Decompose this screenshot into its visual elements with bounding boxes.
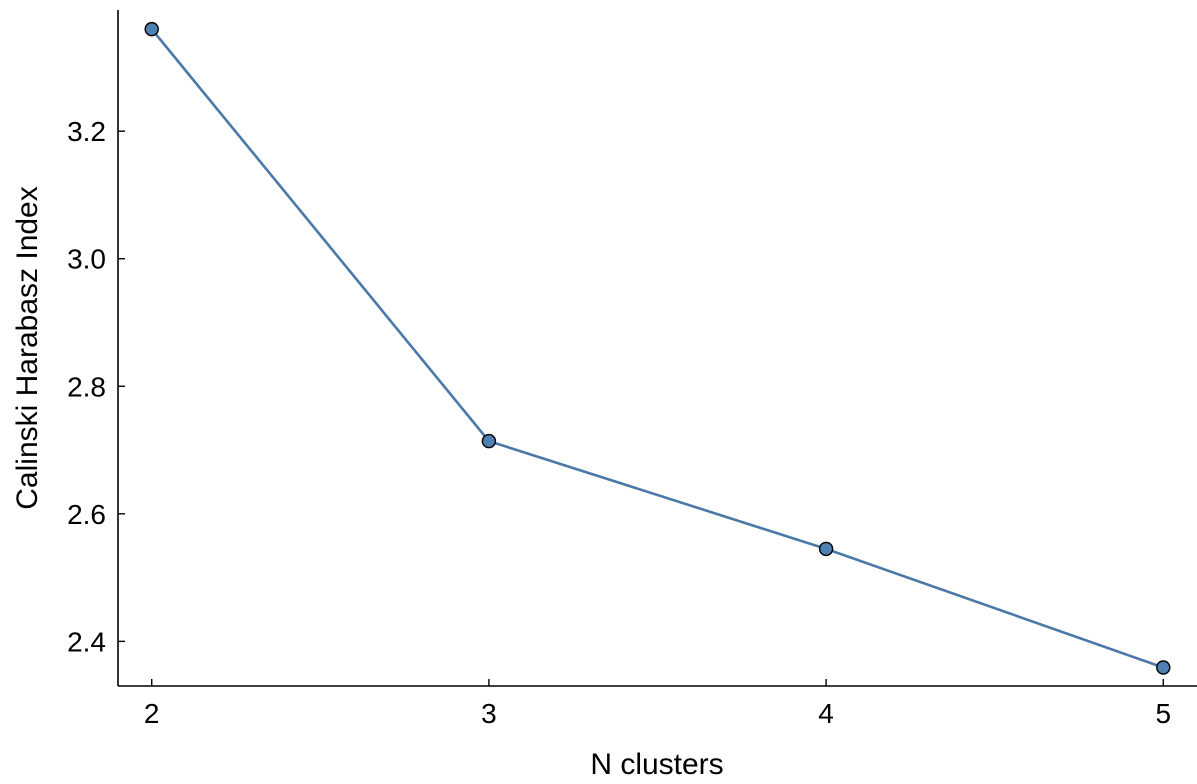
data-point <box>481 433 497 449</box>
data-point <box>144 21 159 37</box>
x-tick-label: 2 <box>144 698 160 729</box>
y-axis-title: Calinski Harabasz Index <box>11 186 44 509</box>
axes <box>117 10 1197 687</box>
x-tick-label: 4 <box>818 698 834 729</box>
y-tick-label: 2.8 <box>67 371 106 402</box>
y-tick-label: 2.6 <box>67 499 106 530</box>
data-point <box>818 541 834 557</box>
y-tick-label: 3.0 <box>67 244 106 275</box>
series-line <box>150 28 1164 669</box>
x-ticks: 2 3 4 5 <box>144 679 1171 729</box>
x-axis-title: N clusters <box>590 748 723 781</box>
plot-area <box>144 21 1171 675</box>
x-tick-label: 5 <box>1155 698 1171 729</box>
y-tick-label: 3.2 <box>67 116 106 147</box>
y-ticks: 2.4 2.6 2.8 3.0 3.2 <box>67 116 125 657</box>
data-point <box>1156 660 1171 675</box>
y-tick-label: 2.4 <box>67 626 106 657</box>
x-tick-label: 3 <box>481 698 497 729</box>
